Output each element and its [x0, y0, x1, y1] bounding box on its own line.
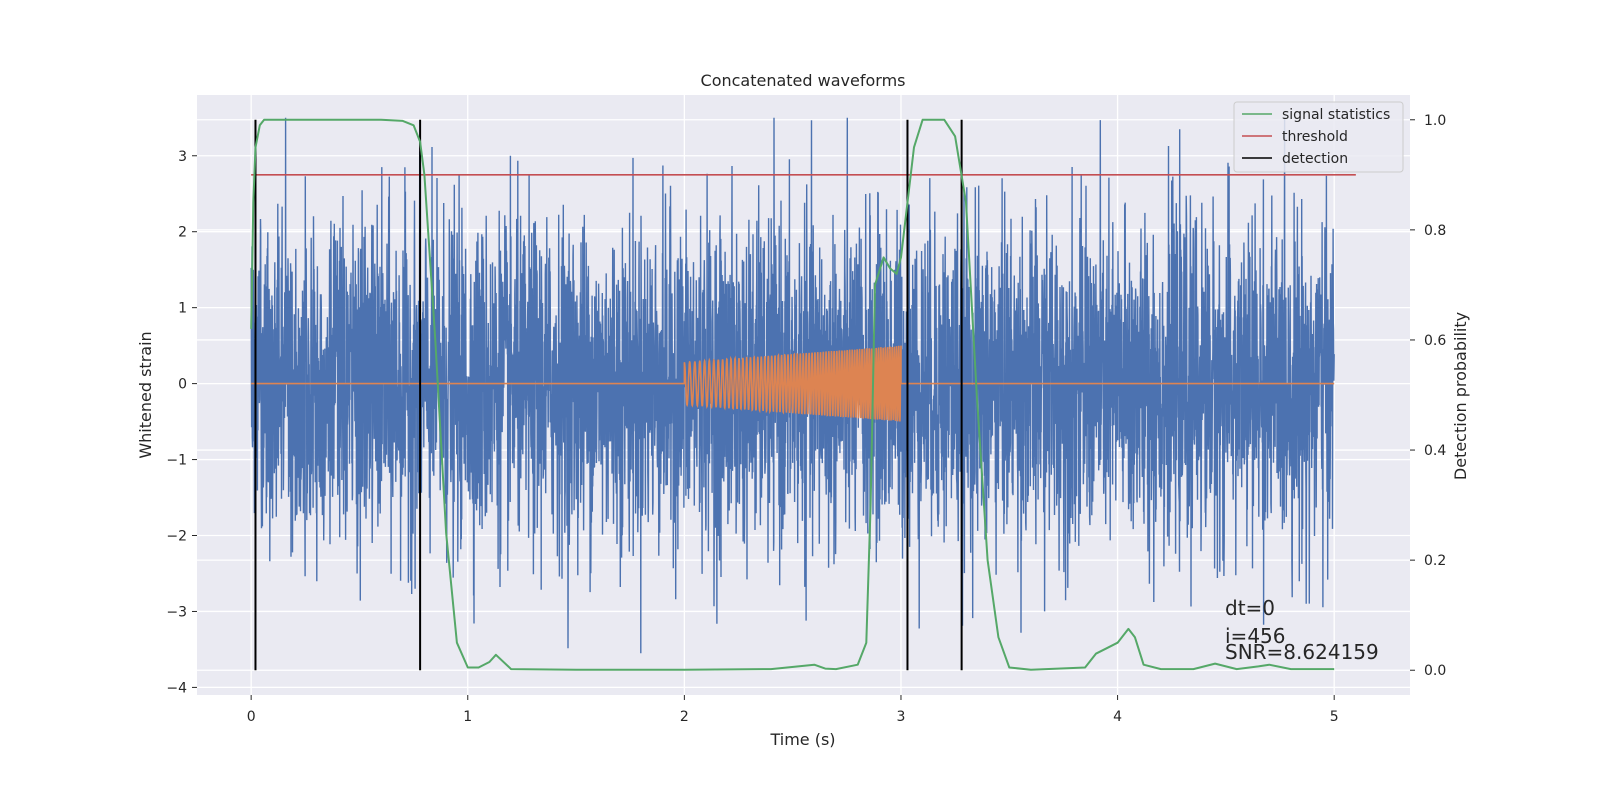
- x-tick-label: 3: [897, 709, 906, 725]
- annotation-snr: SNR=8.624159: [1225, 640, 1379, 664]
- x-axis-label: Time (s): [769, 730, 835, 749]
- y2-tick-label: 0.8: [1424, 223, 1446, 239]
- y-tick-label: −1: [166, 453, 187, 469]
- y-tick-label: −2: [166, 529, 187, 545]
- annotation-dt: dt=0: [1225, 596, 1275, 620]
- y2-tick-label: 0.6: [1424, 333, 1446, 349]
- y2-tick-label: 0.2: [1424, 553, 1446, 569]
- y-tick-label: 0: [178, 377, 187, 393]
- x-tick-label: 0: [247, 709, 256, 725]
- y-tick-label: 1: [178, 301, 187, 317]
- annotation-index: i=456: [1225, 624, 1286, 648]
- axis-ticks: 0 1 2 3 4 5 −4 −3 −2 −1 0 1 2 3 0.0 0.2 0.4 0.6 0.8 1.0: [166, 113, 1446, 725]
- y2-tick-label: 1.0: [1424, 113, 1446, 129]
- legend-label-detection: detection: [1282, 151, 1348, 167]
- x-tick-label: 4: [1113, 709, 1122, 725]
- x-tick-label: 1: [463, 709, 472, 725]
- template-series: [251, 345, 1335, 422]
- x-tick-label: 2: [680, 709, 689, 725]
- y-tick-label: −3: [166, 604, 187, 620]
- y2-tick-label: 0.0: [1424, 663, 1446, 679]
- y2-axis-label: Detection probability: [1451, 312, 1470, 480]
- detection-series: [254, 119, 963, 671]
- legend: signal statistics threshold detection: [1233, 101, 1404, 173]
- legend-label-signal-statistics: signal statistics: [1282, 107, 1390, 123]
- y-tick-label: −4: [166, 680, 187, 696]
- y-tick-label: 2: [178, 225, 187, 241]
- legend-box: [1233, 101, 1404, 173]
- chart-title: Concatenated waveforms: [701, 71, 906, 90]
- strain-line: [250, 117, 1335, 654]
- signal-statistics-line: [250, 118, 1335, 671]
- y-tick-label: 3: [178, 149, 187, 165]
- template-line: [251, 345, 1335, 422]
- strain-series: [250, 117, 1335, 654]
- legend-label-threshold: threshold: [1282, 129, 1348, 145]
- x-tick-label: 5: [1330, 709, 1339, 725]
- y2-tick-label: 0.4: [1424, 443, 1446, 459]
- y-axis-label: Whitened strain: [136, 331, 155, 458]
- signal-statistics-series: [250, 118, 1335, 671]
